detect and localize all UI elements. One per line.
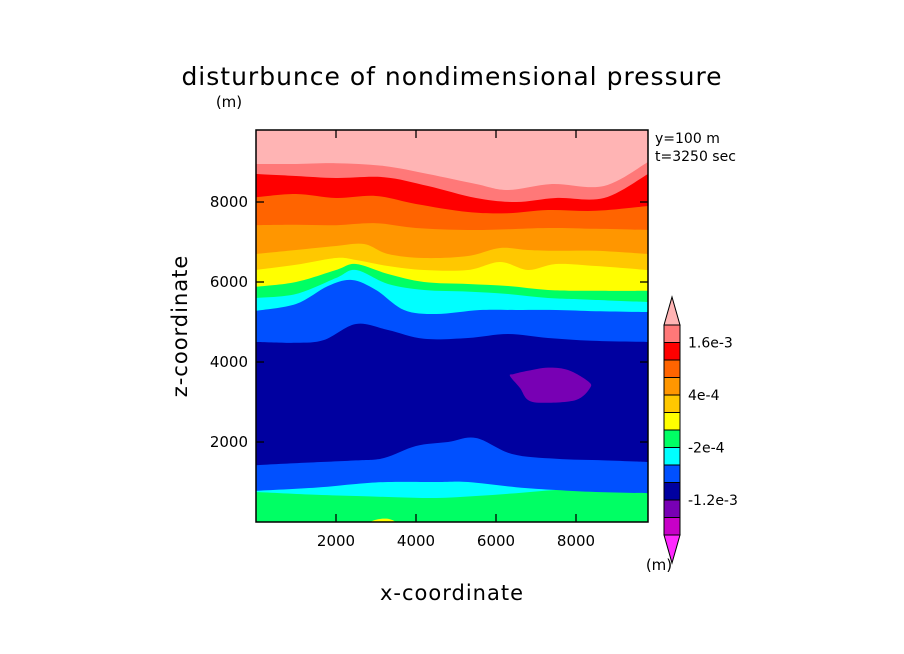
low-pressure-cell — [509, 367, 592, 403]
y-tick-label: 2000 — [210, 433, 248, 451]
legend-bin — [663, 342, 681, 361]
plot-area — [256, 130, 648, 522]
legend-bin — [663, 482, 681, 501]
x-tick-label: 8000 — [557, 532, 595, 550]
legend-bin — [663, 499, 681, 518]
color-legend: 1.6e-3 4e-4 -2e-4 -1.2e-3 — [663, 295, 738, 565]
chart-title: disturbunce of nondimensional pressure — [181, 62, 722, 91]
legend-bin — [663, 412, 681, 431]
x-tick-label: 2000 — [317, 532, 355, 550]
plot-frame — [255, 129, 649, 523]
x-axis-label: x-coordinate — [380, 581, 524, 605]
legend-bin — [663, 324, 681, 343]
x-tick-label: 6000 — [477, 532, 515, 550]
y-axis: 2000 4000 6000 8000 — [210, 193, 648, 451]
y-axis-label: z-coordinate — [168, 255, 192, 398]
annotation-y: y=100 m — [655, 131, 720, 147]
legend-bin — [663, 447, 681, 466]
y-tick-label: 6000 — [210, 273, 248, 291]
legend-bin — [663, 517, 681, 536]
y-unit-label: (m) — [216, 93, 242, 111]
legend-bin — [663, 377, 681, 396]
legend-label: -1.2e-3 — [688, 493, 738, 509]
legend-bin — [663, 464, 681, 483]
y-tick-label: 4000 — [210, 353, 248, 371]
legend-label: 4e-4 — [688, 388, 720, 404]
legend-bin — [663, 429, 681, 448]
surface-yellow-spot — [371, 518, 395, 522]
annotation-t: t=3250 sec — [655, 149, 736, 165]
legend-unit-label: (m) — [646, 556, 672, 574]
legend-bin — [663, 295, 681, 326]
legend-label: -2e-4 — [688, 441, 725, 457]
y-tick-label: 8000 — [210, 193, 248, 211]
legend-bin — [663, 394, 681, 413]
legend-bin — [663, 534, 681, 565]
contour-band — [256, 130, 648, 190]
x-tick-label: 4000 — [397, 532, 435, 550]
legend-bin — [663, 359, 681, 378]
legend-label: 1.6e-3 — [688, 336, 733, 352]
x-axis: 2000 4000 6000 8000 — [317, 130, 595, 550]
